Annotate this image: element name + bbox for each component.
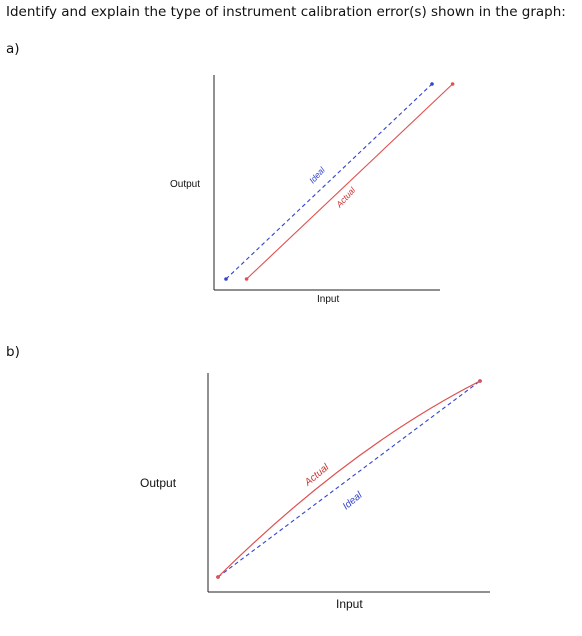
graph-a-ideal-line-endpoint-0	[224, 277, 228, 281]
graph-a-y-label: Output	[170, 179, 200, 190]
question-text: Identify and explain the type of instrum…	[6, 4, 566, 20]
graph-a-actual-label: Actual	[333, 184, 358, 210]
graph-b-actual-label: Actual	[302, 462, 332, 489]
graph-a-ideal-label: Ideal	[307, 164, 328, 185]
graph-b-actual-line	[217, 380, 481, 578]
graph-a-ideal-line	[225, 83, 433, 280]
graph-b-svg: Output Input Actual Ideal	[140, 373, 490, 611]
graph-b-y-label: Output	[140, 476, 177, 490]
part-b-label: b)	[6, 344, 20, 360]
graph-b-ideal-label: Ideal	[341, 489, 365, 512]
graph-a-actual-line-endpoint-0	[244, 277, 249, 281]
graph-b-actual-line-endpoint-1	[478, 379, 482, 383]
graph-a-ideal-line-endpoint-1	[430, 82, 434, 86]
graph-a-actual-line-endpoint-1	[450, 82, 455, 86]
graph-a-x-label: Input	[317, 294, 339, 305]
part-a-label: a)	[6, 41, 20, 57]
graph-b-ideal-line	[217, 380, 481, 578]
graph-b-actual-line-endpoint-0	[216, 575, 220, 579]
graph-b-x-label: Input	[336, 597, 363, 611]
graph-a-svg: Output Input Ideal Actual	[170, 75, 455, 305]
graph-a-actual-line	[246, 83, 453, 280]
graph-b: Output Input Actual Ideal	[0, 365, 582, 636]
graph-a: Output Input Ideal Actual	[0, 60, 582, 325]
